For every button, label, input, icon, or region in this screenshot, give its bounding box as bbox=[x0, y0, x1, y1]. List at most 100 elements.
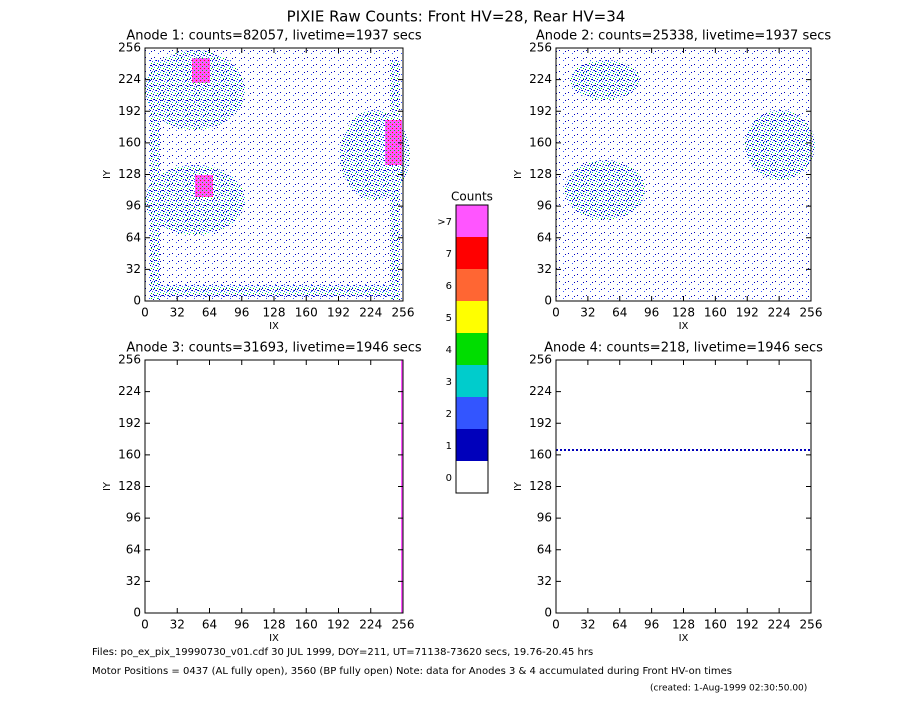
colorbar-label: 5 bbox=[446, 313, 452, 324]
colorbar-title: Counts bbox=[451, 190, 493, 204]
x-tick-label: 128 bbox=[263, 306, 286, 320]
x-tick-label: 96 bbox=[234, 306, 249, 320]
y-tick-label: 64 bbox=[126, 230, 141, 244]
x-tick-label: 96 bbox=[234, 618, 249, 632]
x-tick-label: 224 bbox=[359, 306, 382, 320]
y-tick-label: 224 bbox=[118, 384, 141, 398]
x-tick-label: 192 bbox=[327, 618, 350, 632]
y-axis-label: IY bbox=[513, 169, 524, 179]
x-axis-label: IX bbox=[679, 321, 689, 332]
x-tick-label: 160 bbox=[704, 618, 727, 632]
x-tick-label: 64 bbox=[612, 618, 627, 632]
x-tick-label: 32 bbox=[170, 618, 185, 632]
x-tick-label: 128 bbox=[672, 306, 695, 320]
y-tick-label: 128 bbox=[118, 479, 141, 493]
x-tick-label: 0 bbox=[552, 618, 560, 632]
x-tick-label: 0 bbox=[141, 618, 149, 632]
panel-title: Anode 2: counts=25338, livetime=1937 sec… bbox=[536, 29, 832, 44]
y-axis-label: IY bbox=[513, 481, 524, 491]
colorbar-label: 4 bbox=[446, 345, 452, 356]
y-tick-label: 192 bbox=[529, 104, 552, 118]
y-tick-label: 0 bbox=[544, 606, 552, 620]
y-tick-label: 160 bbox=[118, 135, 141, 149]
x-tick-label: 64 bbox=[612, 306, 627, 320]
x-tick-label: 64 bbox=[202, 618, 217, 632]
colorbar-label: 0 bbox=[446, 473, 452, 484]
colorbar-swatch bbox=[456, 237, 488, 269]
x-axis-label: IX bbox=[269, 321, 279, 332]
y-tick-label: 32 bbox=[126, 574, 141, 588]
x-tick-label: 224 bbox=[359, 618, 382, 632]
y-tick-label: 64 bbox=[537, 230, 552, 244]
y-tick-label: 128 bbox=[529, 167, 552, 181]
x-tick-label: 224 bbox=[768, 618, 791, 632]
y-tick-label: 128 bbox=[529, 479, 552, 493]
footer-files: Files: po_ex_pix_19990730_v01.cdf 30 JUL… bbox=[92, 647, 593, 658]
y-tick-label: 64 bbox=[126, 542, 141, 556]
y-tick-label: 192 bbox=[118, 416, 141, 430]
x-tick-label: 160 bbox=[704, 306, 727, 320]
x-tick-label: 192 bbox=[736, 306, 759, 320]
y-tick-label: 256 bbox=[118, 41, 141, 55]
y-tick-label: 224 bbox=[118, 72, 141, 86]
x-tick-label: 32 bbox=[580, 306, 595, 320]
colorbar-label: 6 bbox=[446, 281, 452, 292]
colorbar-swatch bbox=[456, 461, 488, 493]
colorbar-label: 7 bbox=[446, 249, 452, 260]
y-tick-label: 0 bbox=[544, 294, 552, 308]
panel-title: Anode 3: counts=31693, livetime=1946 sec… bbox=[126, 341, 422, 356]
x-tick-label: 0 bbox=[552, 306, 560, 320]
x-tick-label: 128 bbox=[672, 618, 695, 632]
y-tick-label: 160 bbox=[529, 447, 552, 461]
footer-created: (created: 1-Aug-1999 02:30:50.00) bbox=[650, 684, 807, 694]
y-axis-label: IY bbox=[102, 481, 113, 491]
y-tick-label: 32 bbox=[537, 262, 552, 276]
colorbar-frame bbox=[455, 204, 489, 494]
x-axis-label: IX bbox=[679, 633, 689, 644]
panel-title: Anode 4: counts=218, livetime=1946 secs bbox=[544, 341, 823, 356]
y-tick-label: 64 bbox=[537, 542, 552, 556]
y-tick-label: 96 bbox=[537, 199, 552, 213]
y-tick-label: 32 bbox=[537, 574, 552, 588]
y-tick-label: 0 bbox=[133, 606, 141, 620]
x-tick-label: 192 bbox=[327, 306, 350, 320]
colorbar-swatch bbox=[456, 429, 488, 461]
y-tick-label: 256 bbox=[529, 41, 552, 55]
colorbar-label: 3 bbox=[446, 377, 452, 388]
colorbar-label: 2 bbox=[446, 409, 452, 420]
y-tick-label: 160 bbox=[118, 447, 141, 461]
colorbar-swatch bbox=[456, 205, 488, 237]
y-tick-label: 192 bbox=[529, 416, 552, 430]
y-tick-label: 96 bbox=[537, 511, 552, 525]
colorbar-label: >7 bbox=[437, 217, 452, 228]
y-tick-label: 256 bbox=[529, 353, 552, 367]
x-tick-label: 192 bbox=[736, 618, 759, 632]
y-tick-label: 96 bbox=[126, 511, 141, 525]
x-tick-label: 224 bbox=[768, 306, 791, 320]
y-tick-label: 224 bbox=[529, 72, 552, 86]
panel-title: Anode 1: counts=82057, livetime=1937 sec… bbox=[126, 29, 422, 44]
x-tick-label: 256 bbox=[392, 618, 415, 632]
colorbar-swatch bbox=[456, 397, 488, 429]
y-tick-label: 0 bbox=[133, 294, 141, 308]
colorbar-swatch bbox=[456, 269, 488, 301]
x-tick-label: 256 bbox=[392, 306, 415, 320]
y-tick-label: 96 bbox=[126, 199, 141, 213]
x-tick-label: 256 bbox=[800, 306, 823, 320]
footer-motor: Motor Positions = 0437 (AL fully open), … bbox=[92, 666, 732, 677]
colorbar-swatch bbox=[456, 301, 488, 333]
y-tick-label: 192 bbox=[118, 104, 141, 118]
y-tick-label: 256 bbox=[118, 353, 141, 367]
plot-frame bbox=[555, 359, 812, 614]
y-tick-label: 128 bbox=[118, 167, 141, 181]
x-tick-label: 32 bbox=[580, 618, 595, 632]
plot-frame bbox=[144, 359, 404, 614]
colorbar-swatch bbox=[456, 333, 488, 365]
colorbar-swatch bbox=[456, 365, 488, 397]
x-tick-label: 64 bbox=[202, 306, 217, 320]
x-tick-label: 160 bbox=[295, 618, 318, 632]
colorbar-label: 1 bbox=[446, 441, 452, 452]
y-axis-label: IY bbox=[102, 169, 113, 179]
y-tick-label: 32 bbox=[126, 262, 141, 276]
